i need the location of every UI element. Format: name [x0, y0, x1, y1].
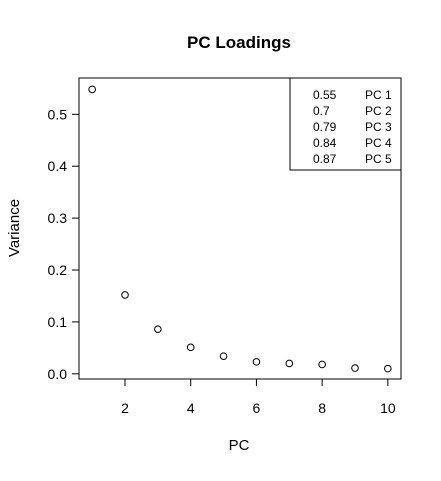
- x-axis-label: PC: [229, 437, 250, 454]
- y-tick-label: 0.1: [48, 314, 68, 330]
- x-tick-label: 8: [318, 400, 326, 416]
- x-tick-label: 2: [121, 400, 129, 416]
- legend-value: 0.87: [313, 152, 337, 166]
- legend-label: PC 3: [365, 120, 392, 134]
- legend-label: PC 5: [365, 152, 392, 166]
- data-point: [186, 343, 195, 352]
- data-point: [121, 291, 129, 299]
- data-point: [252, 358, 261, 366]
- y-axis: 0.0 0.1 0.2 0.3 0.4 0.5: [48, 106, 79, 382]
- y-tick-label: 0.5: [48, 106, 68, 122]
- legend: 0.55 PC 1 0.7 PC 2 0.79 PC 3 0.84 PC 4 0.87 PC 5: [289, 77, 402, 171]
- x-tick-label: 4: [187, 400, 195, 416]
- legend-label: PC 4: [365, 136, 392, 150]
- y-tick-label: 0.0: [48, 366, 68, 382]
- x-tick-label: 6: [253, 400, 261, 416]
- data-point: [285, 359, 294, 368]
- data-point: [318, 360, 326, 369]
- data-points: [88, 85, 392, 373]
- legend-rows: 0.55 PC 1 0.7 PC 2 0.79 PC 3 0.84 PC 4 0.87 PC 5: [313, 88, 392, 166]
- data-point: [351, 364, 359, 372]
- data-point: [219, 352, 228, 360]
- plot-frame: [78, 77, 402, 380]
- legend-value: 0.84: [313, 136, 337, 150]
- legend-label: PC 2: [365, 104, 392, 118]
- legend-value: 0.7: [313, 104, 330, 118]
- x-axis: 2 4 6 8 10: [121, 379, 396, 416]
- legend-box: [289, 77, 402, 171]
- legend-label: PC 1: [365, 88, 392, 102]
- legend-value: 0.55: [313, 88, 337, 102]
- data-point: [384, 364, 392, 373]
- y-tick-label: 0.2: [48, 262, 68, 278]
- data-point: [154, 325, 162, 333]
- y-tick-label: 0.3: [48, 210, 68, 226]
- x-tick-label: 10: [380, 400, 396, 416]
- legend-value: 0.79: [313, 120, 337, 134]
- y-tick-label: 0.4: [48, 158, 68, 174]
- data-point: [88, 85, 96, 94]
- y-axis-label: Variance: [6, 199, 23, 257]
- chart-title: PC Loadings: [187, 33, 291, 52]
